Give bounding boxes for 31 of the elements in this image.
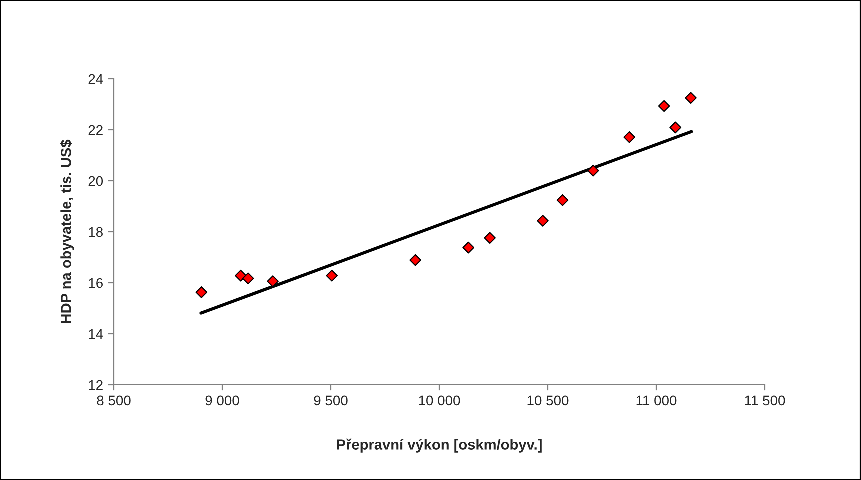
point (242, 272, 254, 285)
point (484, 232, 496, 244)
point (462, 242, 475, 254)
x-tick-label: 11 000 (636, 396, 677, 406)
y-tick-label: 18 (89, 227, 103, 238)
x-tick-label: 8 500 (97, 396, 131, 406)
x-tick-label: 9 500 (314, 396, 348, 406)
y-tick-label: 12 (89, 380, 103, 390)
point (235, 270, 247, 282)
x-tick-label: 9 000 (206, 396, 240, 406)
y-axis-title: HDP na obyvatele, tis. US$ (60, 140, 74, 324)
point (587, 164, 600, 177)
y-tick-label: 20 (88, 176, 104, 186)
x-axis-title: Přepravní výkon [oskm/obyv.] (337, 438, 542, 453)
point (537, 215, 549, 227)
y-tick-label: 22 (88, 125, 103, 136)
x-tick-label: 10 000 (419, 396, 460, 406)
point (410, 254, 422, 266)
point (624, 131, 636, 144)
point (670, 122, 682, 134)
y-tick-label: 16 (89, 278, 103, 288)
point (267, 276, 279, 288)
point (685, 92, 697, 104)
x-tick-label: 11 500 (745, 396, 786, 406)
point (326, 270, 338, 282)
y-tick-label: 14 (89, 329, 104, 340)
point (556, 194, 569, 206)
y-tick-label: 24 (88, 74, 104, 84)
point (196, 286, 208, 298)
point (658, 100, 670, 112)
x-tick-label: 10 500 (528, 396, 569, 406)
